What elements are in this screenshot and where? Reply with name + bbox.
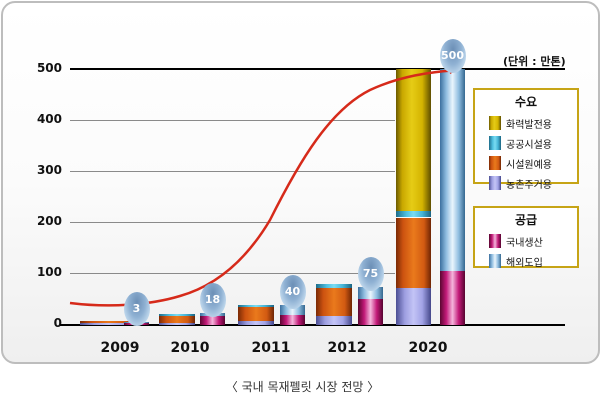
supply-bar-2020 [440,69,465,325]
y-tick-500: 500 [36,61,62,75]
swatch-lightblue-icon [489,254,501,268]
swatch-orange-icon [489,156,501,170]
demand-bar-2009 [80,320,137,325]
legend-label: 국내생산 [506,237,543,249]
segment-국내생산 [200,315,225,325]
gridline-400 [70,120,395,121]
segment-시설원예용 [159,315,195,323]
segment-해외도입 [280,304,305,315]
segment-공공시설용 [396,211,431,218]
segment-국내생산 [358,298,383,325]
swatch-cyan-icon [489,136,501,150]
segment-국내생산 [280,314,305,325]
legend-label: 농촌주거용 [506,179,552,191]
swatch-magenta-icon [489,234,501,248]
supply-total-bubble-2010: 18 [199,283,226,318]
gridline-300 [70,171,395,172]
supply-total-bubble-2009: 3 [123,291,150,326]
x-label-2012: 2012 [327,340,367,356]
segment-시설원예용 [396,217,431,289]
legend-demand-title: 수요 [514,95,538,109]
x-label-2010: 2010 [170,340,210,356]
segment-시설원예용 [80,321,137,324]
segment-농촌주거용 [238,320,274,325]
legend-item-public: 공공시설용 [475,133,577,153]
x-label-2020: 2020 [408,340,448,356]
legend-label: 화력발전용 [506,119,552,131]
y-tick-0: 0 [53,316,62,330]
x-label-2011: 2011 [251,340,291,356]
legend-item-domestic: 국내생산 [475,231,577,251]
legend-item-horticulture: 시설원예용 [475,153,577,173]
supply-total-bubble-2012: 75 [357,256,384,291]
segment-농촌주거용 [396,288,431,325]
segment-공공시설용 [316,283,352,288]
y-tick-100: 100 [36,265,62,279]
chart-caption: 〈 국내 목재펠릿 시장 전망 〉 [225,380,380,394]
segment-공공시설용 [80,320,137,322]
segment-농촌주거용 [316,315,352,325]
supply-total-bubble-2020: 500 [439,39,466,73]
unit-label: (단위 : 만톤) [503,55,566,68]
segment-해외도입 [358,286,383,299]
demand-bar-2011 [238,304,274,325]
demand-bar-2012 [316,283,352,325]
segment-시설원예용 [238,307,274,321]
y-tick-400: 400 [36,112,62,126]
supply-total-bubble-2011: 40 [279,274,306,309]
legend-label: 공공시설용 [506,139,552,151]
gridline-100 [70,273,395,274]
gridline-500 [70,68,565,70]
legend-item-rural: 농촌주거용 [475,173,577,193]
legend-label: 해외도입 [506,257,543,269]
legend-item-import: 해외도입 [475,251,577,271]
demand-bar-2020 [396,69,431,325]
segment-국내생산 [440,271,465,325]
legend-supply: 공급 국내생산 해외도입 [473,206,579,271]
x-label-2009: 2009 [100,340,140,356]
segment-공공시설용 [238,304,274,308]
gridline-200 [70,222,395,223]
segment-해외도입 [440,69,465,272]
supply-bar-2011 [280,304,305,325]
segment-농촌주거용 [159,322,195,325]
legend-item-thermal: 화력발전용 [475,113,577,133]
segment-공공시설용 [159,314,195,316]
legend-supply-title: 공급 [514,213,538,227]
segment-시설원예용 [316,287,352,316]
segment-화력발전용 [396,69,431,212]
x-axis-baseline [60,324,565,326]
legend-demand: 수요 화력발전용 공공시설용 시설원예용 농촌주거용 [473,88,579,191]
y-tick-200: 200 [36,214,62,228]
swatch-lavender-icon [489,176,501,190]
supply-bar-2012 [358,286,383,325]
segment-농촌주거용 [80,323,137,325]
demand-bar-2010 [159,314,195,325]
y-tick-300: 300 [36,163,62,177]
swatch-yellow-icon [489,116,501,130]
legend-label: 시설원예용 [506,159,552,171]
